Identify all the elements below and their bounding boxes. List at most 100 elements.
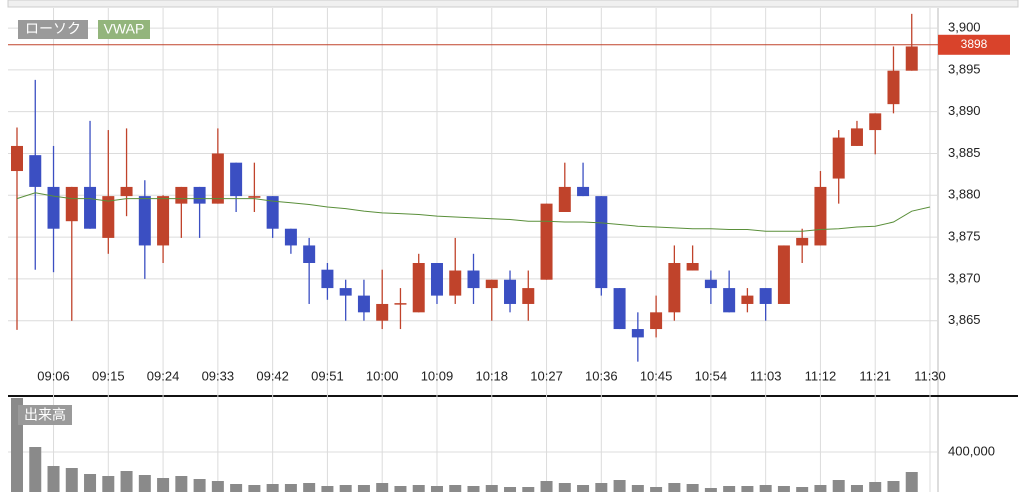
- candle-body: [175, 186, 188, 204]
- x-tick-label: 09:42: [256, 368, 289, 383]
- candle-body: [668, 263, 681, 313]
- candle-body: [230, 162, 243, 197]
- candle-body: [321, 269, 334, 289]
- last-price-label: 3898: [961, 37, 988, 51]
- volume-bar: [522, 487, 535, 492]
- x-tick-label: 09:33: [202, 368, 235, 383]
- x-tick-label: 11:21: [859, 368, 891, 383]
- x-tick-label: 10:36: [585, 368, 618, 383]
- candle-body: [357, 295, 370, 313]
- x-tick-label: 10:00: [366, 368, 399, 383]
- volume-bar: [157, 478, 170, 492]
- x-tick-label: 10:54: [695, 368, 728, 383]
- candle-body: [686, 263, 699, 271]
- y-tick-label: 400,000: [948, 443, 995, 458]
- candle-body: [211, 153, 224, 204]
- volume-bar: [120, 471, 133, 492]
- legend-box: [98, 20, 150, 39]
- x-tick-label: 09:15: [92, 368, 125, 383]
- volume-bar: [595, 483, 608, 492]
- candle-body: [741, 295, 754, 304]
- panel-title: 出来高: [24, 407, 66, 423]
- candle-body: [157, 196, 170, 246]
- y-tick-label: 3,875: [948, 229, 981, 244]
- volume-bar: [613, 480, 626, 492]
- candle-body: [376, 303, 389, 321]
- candle-body: [540, 203, 553, 280]
- candle-body: [412, 263, 425, 313]
- volume-bar: [905, 472, 918, 492]
- volume-bar: [376, 483, 389, 492]
- x-tick-label: 11:30: [914, 368, 946, 383]
- y-tick-label: 3,900: [948, 20, 981, 35]
- volume-bar: [796, 487, 809, 492]
- candle-body: [193, 186, 206, 204]
- legend-label: VWAP: [104, 21, 145, 37]
- volume-bar: [47, 466, 60, 492]
- x-tick-label: 11:03: [750, 368, 782, 383]
- volume-bar: [321, 486, 334, 492]
- candle-body: [832, 137, 845, 179]
- volume-bar: [668, 483, 681, 492]
- y-tick-label: 3,890: [948, 103, 981, 118]
- candle-body: [814, 186, 827, 246]
- volume-bar: [558, 483, 571, 492]
- volume-bar: [65, 468, 78, 492]
- volume-bar: [102, 476, 115, 492]
- vwap-line: [16, 192, 931, 232]
- volume-bar: [631, 485, 644, 492]
- candle-body: [595, 196, 608, 289]
- top-strip: [7, 0, 1019, 8]
- candle-body: [102, 196, 115, 238]
- candle-body: [467, 270, 480, 289]
- candle-body: [339, 288, 352, 296]
- candle-body: [650, 312, 663, 330]
- volume-bar: [138, 475, 151, 492]
- volume-bar: [777, 486, 790, 492]
- candle-body: [266, 196, 279, 229]
- candle-body: [303, 245, 316, 263]
- volume-bar: [485, 485, 498, 492]
- candle-body: [796, 237, 809, 246]
- y-tick-label: 3,870: [948, 270, 981, 285]
- candle-body: [65, 186, 78, 222]
- volume-bar: [814, 485, 827, 492]
- volume-bar: [650, 487, 663, 492]
- labels: ローソク VWAP 出来高 3,900 3,895 3,890 3,885 3,880 3…: [18, 20, 995, 458]
- legend-label: ローソク: [25, 21, 81, 37]
- candle-body: [284, 228, 297, 246]
- candle-body: [522, 288, 535, 304]
- volume-bar: [230, 484, 243, 492]
- candle-body: [577, 186, 590, 197]
- candle-body: [759, 288, 772, 304]
- volume-bar: [741, 486, 754, 492]
- candle-body: [723, 288, 736, 313]
- x-tick-label: 09:51: [311, 368, 344, 383]
- candle-body: [47, 186, 60, 229]
- x-tick-label: 10:18: [475, 368, 508, 383]
- candle-body: [704, 279, 717, 289]
- volume-bar: [248, 485, 261, 492]
- volume-bar: [467, 486, 480, 492]
- volume-bar: [211, 481, 224, 492]
- candle-body: [485, 279, 498, 289]
- y-tick-label: 3,885: [948, 145, 981, 160]
- candle-body: [138, 196, 151, 246]
- candle-body: [887, 70, 900, 105]
- volume-bar: [266, 484, 279, 492]
- candle-body: [558, 186, 571, 212]
- volume-bar: [832, 480, 845, 492]
- last-price-box: [938, 34, 1010, 55]
- legend-box: [18, 20, 88, 39]
- volume-bar: [394, 486, 407, 492]
- x-tick-label: 11:12: [805, 368, 837, 383]
- candle-body: [777, 245, 790, 304]
- x-tick-label: 09:06: [37, 368, 70, 383]
- volume-bar: [84, 474, 97, 492]
- x-tick-label: 10:09: [421, 368, 454, 383]
- volume-bar: [887, 481, 900, 492]
- candle-body: [850, 128, 863, 146]
- candle-body: [29, 155, 42, 187]
